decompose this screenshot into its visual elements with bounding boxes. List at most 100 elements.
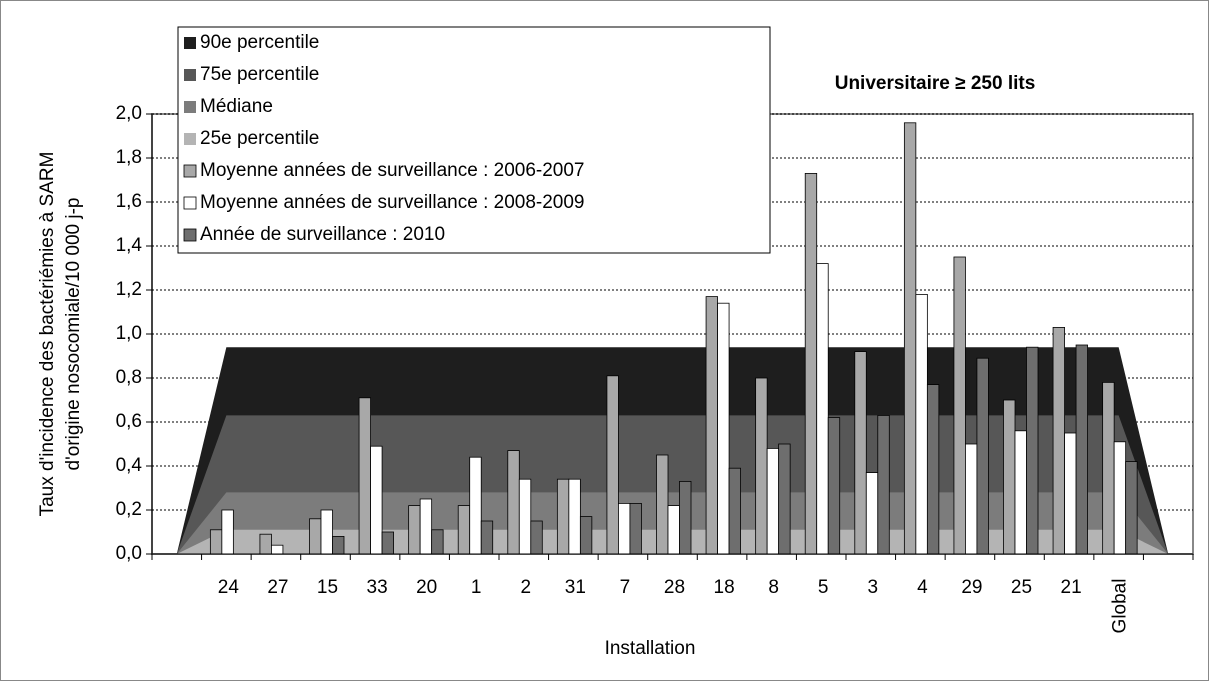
y-tick-label: 1,8: [116, 147, 142, 168]
bar: [1125, 461, 1138, 555]
bar: [1064, 432, 1077, 555]
x-tick-label: Global: [1110, 579, 1131, 634]
bar: [1052, 326, 1065, 555]
x-tick-label: 7: [620, 577, 631, 598]
x-tick-label: 8: [768, 577, 779, 598]
x-tick-label: 4: [917, 577, 928, 598]
y-tick-label: 0,0: [116, 543, 142, 564]
bar: [431, 529, 444, 555]
bar: [903, 122, 917, 555]
legend-label: 90e percentile: [200, 32, 319, 53]
bar: [1003, 399, 1016, 555]
legend-label: Médiane: [200, 96, 273, 117]
x-tick-label: 29: [961, 577, 982, 598]
bar: [827, 417, 841, 555]
x-tick-label: 5: [818, 577, 829, 598]
bar: [457, 505, 471, 555]
bar: [926, 384, 940, 555]
legend-label: Moyenne années de surveillance : 2006-20…: [200, 160, 585, 181]
bar: [556, 478, 570, 555]
x-tick-label: 25: [1011, 577, 1032, 598]
y-axis-label: Taux d'incidence des bactériémies à SARM: [37, 152, 58, 517]
x-axis-label: Installation: [605, 638, 696, 659]
bar: [667, 505, 680, 555]
y-axis-label: d'origine nosocomiale/10 000 j-p: [63, 198, 84, 471]
bar: [530, 520, 543, 555]
bar: [717, 302, 730, 555]
y-tick-label: 1,0: [116, 323, 142, 344]
legend-swatch: [183, 196, 197, 210]
legend-swatch: [183, 228, 197, 242]
x-tick-label: 24: [218, 577, 240, 598]
legend-label: 25e percentile: [200, 128, 319, 149]
legend-swatch: [184, 133, 196, 145]
bar: [1026, 346, 1039, 555]
y-tick-label: 1,4: [116, 235, 143, 256]
y-tick-label: 0,6: [116, 411, 142, 432]
bar: [469, 456, 482, 555]
legend-label: Moyenne années de surveillance : 2008-20…: [200, 192, 585, 213]
chart-title: Universitaire ≥ 250 lits: [835, 73, 1036, 94]
bar: [358, 397, 371, 555]
legend-swatch: [184, 37, 196, 49]
bar: [209, 529, 223, 555]
bar: [854, 351, 867, 555]
bar: [320, 509, 333, 555]
bar: [976, 357, 989, 555]
bar: [309, 518, 322, 555]
bar: [332, 536, 345, 555]
bar: [728, 467, 741, 555]
bar: [618, 502, 631, 555]
legend-box: [177, 26, 771, 254]
bar: [271, 544, 284, 555]
x-tick-label: 15: [317, 577, 338, 598]
bar: [408, 505, 421, 555]
bar: [877, 414, 890, 555]
y-tick-label: 1,6: [116, 191, 142, 212]
bar: [579, 516, 593, 555]
bar: [965, 443, 978, 555]
y-tick-label: 0,4: [116, 455, 143, 476]
bar: [1102, 381, 1115, 555]
y-tick-label: 0,8: [116, 367, 142, 388]
legend-swatch: [184, 101, 196, 113]
bar: [766, 447, 780, 555]
bar: [518, 478, 532, 555]
legend-label: Année de surveillance : 2010: [200, 224, 445, 245]
x-tick-label: 2: [520, 577, 531, 598]
bar: [381, 531, 394, 555]
bar: [816, 263, 829, 555]
y-tick-label: 1,2: [116, 279, 142, 300]
y-tick-label: 2,0: [116, 103, 142, 124]
bar: [804, 172, 818, 555]
bar: [507, 450, 520, 555]
bar: [259, 533, 272, 555]
bar: [370, 445, 383, 555]
bar: [1113, 441, 1127, 555]
x-tick-label: 18: [714, 577, 735, 598]
x-tick-label: 31: [565, 577, 586, 598]
bar: [221, 509, 234, 555]
bar: [629, 502, 642, 555]
legend-swatch: [183, 164, 197, 178]
bar: [865, 472, 879, 555]
bar: [778, 443, 791, 555]
x-tick-label: 21: [1061, 577, 1082, 598]
bar: [679, 480, 692, 555]
x-tick-label: 20: [416, 577, 437, 598]
y-tick-label: 0,2: [116, 499, 142, 520]
bar: [606, 375, 619, 555]
x-tick-label: 28: [664, 577, 685, 598]
bar: [705, 296, 718, 555]
x-tick-label: 1: [471, 577, 482, 598]
bar: [1075, 344, 1088, 555]
x-tick-label: 27: [267, 577, 288, 598]
legend: 90e percentile 75e percentile Médiane 25e p…: [177, 26, 771, 254]
bar: [568, 478, 581, 555]
legend-swatch: [184, 69, 196, 81]
bar: [953, 256, 966, 555]
bar: [419, 498, 433, 555]
x-tick-label: 33: [367, 577, 388, 598]
bar: [1014, 430, 1027, 555]
